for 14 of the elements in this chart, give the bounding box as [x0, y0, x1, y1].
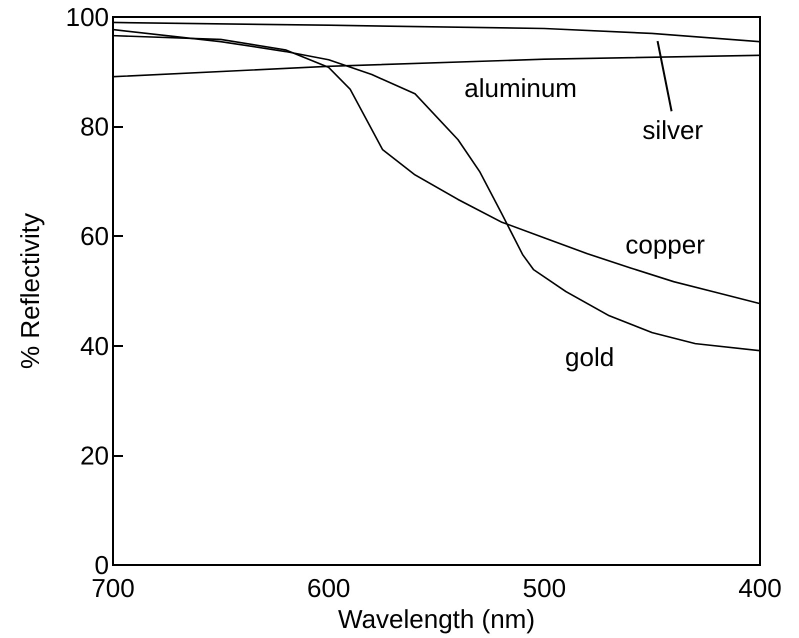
y-tick-label: 100: [66, 2, 109, 32]
y-tick-label: 60: [80, 221, 109, 252]
x-tick-label: 500: [522, 573, 566, 603]
x-tick-label: 400: [738, 573, 782, 603]
y-tick-label: 40: [80, 330, 109, 361]
x-axis-title: Wavelength (nm): [338, 604, 535, 634]
y-axis-title: % Reflectivity: [15, 212, 45, 370]
y-tick-label: 20: [80, 440, 109, 470]
text: silver: [642, 115, 704, 146]
x-tick-label: 600: [306, 573, 350, 603]
series-label: copper: [625, 229, 706, 260]
y-tick-label: 80: [80, 112, 109, 142]
series-label: aluminum: [464, 73, 577, 104]
series-label: gold: [565, 342, 614, 372]
